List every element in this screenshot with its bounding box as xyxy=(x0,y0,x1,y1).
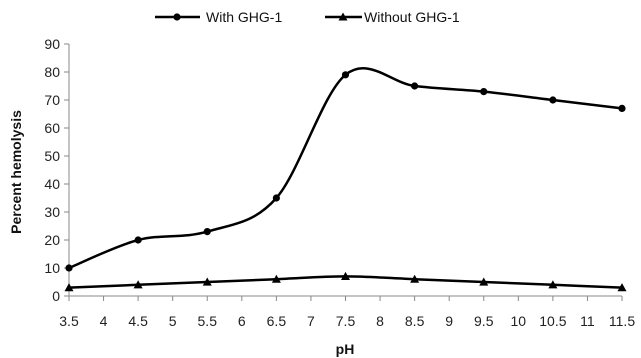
legend-marker-with-ghg-1 xyxy=(173,13,181,21)
x-tick-label: 10.5 xyxy=(539,313,566,329)
x-tick-label: 8.5 xyxy=(405,313,425,329)
data-point-without-ghg-1 xyxy=(133,280,143,289)
x-tick-label: 5.5 xyxy=(198,313,218,329)
x-tick-label: 3.5 xyxy=(59,313,79,329)
data-point-without-ghg-1 xyxy=(341,271,350,280)
y-axis-title: Percent hemolysis xyxy=(8,110,24,234)
y-tick-label: 90 xyxy=(44,36,60,52)
legend-marker-without-ghg-1 xyxy=(338,12,348,21)
series-line-with-ghg-1 xyxy=(68,67,623,270)
legend-item-without-ghg-1: Without GHG-1 xyxy=(325,9,460,25)
data-point-with-ghg-1 xyxy=(203,228,211,236)
x-axis-title: pH xyxy=(336,341,355,357)
x-tick-label: 7 xyxy=(307,313,315,329)
y-tick-label: 50 xyxy=(44,148,60,164)
x-tick-label: 5 xyxy=(169,313,177,329)
series-layer xyxy=(64,67,627,292)
data-point-with-ghg-1 xyxy=(618,104,626,112)
y-tick-label: 0 xyxy=(52,288,60,304)
x-tick-label: 7.5 xyxy=(336,313,356,329)
x-tick-label: 9 xyxy=(445,313,453,329)
legend-item-with-ghg-1: With GHG-1 xyxy=(155,9,282,25)
x-tick-label: 6 xyxy=(238,313,246,329)
data-point-without-ghg-1 xyxy=(410,274,420,283)
data-point-without-ghg-1 xyxy=(548,280,558,289)
data-point-without-ghg-1 xyxy=(617,283,627,292)
legend: With GHG-1 Without GHG-1 xyxy=(155,9,460,25)
data-point-without-ghg-1 xyxy=(202,277,212,286)
y-tick-label: 40 xyxy=(44,176,60,192)
data-point-with-ghg-1 xyxy=(341,71,350,79)
data-point-with-ghg-1 xyxy=(134,236,142,244)
data-point-with-ghg-1 xyxy=(480,88,488,96)
y-tick-label: 10 xyxy=(44,260,60,276)
data-point-with-ghg-1 xyxy=(549,96,557,104)
y-tick-label: 20 xyxy=(44,232,60,248)
legend-label-with-ghg-1: With GHG-1 xyxy=(206,9,282,25)
x-tick-label: 4.5 xyxy=(128,313,148,329)
y-tick-label: 60 xyxy=(44,120,60,136)
axes: 0 10 20 30 40 50 60 70 80 90 3.5 4 4.5 5 5.5 6 6.5 7 7.5 8 8… xyxy=(44,36,635,329)
y-tick-label: 70 xyxy=(44,92,60,108)
data-point-without-ghg-1 xyxy=(64,283,74,292)
data-point-with-ghg-1 xyxy=(272,194,280,202)
x-tick-label: 9.5 xyxy=(474,313,494,329)
data-point-without-ghg-1 xyxy=(479,277,489,286)
x-tick-label: 11.5 xyxy=(609,313,635,329)
x-tick-label: 6.5 xyxy=(267,313,287,329)
x-tick-label: 10 xyxy=(511,313,527,329)
data-point-with-ghg-1 xyxy=(65,264,73,272)
data-point-with-ghg-1 xyxy=(411,82,419,90)
data-point-without-ghg-1 xyxy=(271,274,281,283)
x-tick-label: 8 xyxy=(376,313,384,329)
y-tick-label: 80 xyxy=(44,64,60,80)
x-tick-label: 11 xyxy=(580,313,595,329)
legend-label-without-ghg-1: Without GHG-1 xyxy=(364,9,460,25)
x-tick-label: 4 xyxy=(100,313,108,329)
y-tick-label: 30 xyxy=(44,204,60,220)
